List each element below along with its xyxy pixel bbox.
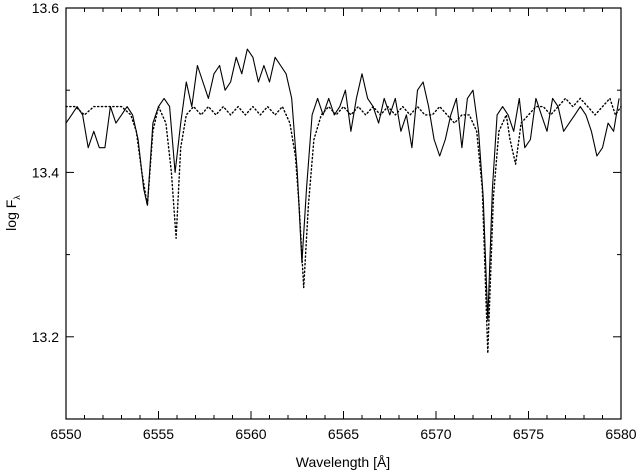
y-axis-title: log Fλ <box>3 195 22 231</box>
y-axis-title-main: log F <box>3 200 19 231</box>
x-tick-label: 6565 <box>328 426 359 442</box>
series-line-dotted <box>65 97 622 354</box>
series-layer <box>65 48 622 354</box>
y-tick-label: 13.6 <box>32 0 59 16</box>
x-tick-label: 6575 <box>513 426 544 442</box>
x-tick-label: 6555 <box>143 426 174 442</box>
x-tick-label: 6580 <box>605 426 636 442</box>
x-axis-title: Wavelength [Å] <box>296 454 390 470</box>
x-axis-ticks: 6550 6555 6560 6565 6570 6575 6580 <box>50 8 637 442</box>
x-tick-label: 6570 <box>420 426 451 442</box>
y-tick-label: 13.4 <box>32 164 59 180</box>
y-axis-ticks: 13.2 13.4 13.6 <box>32 0 621 420</box>
x-tick-label: 6550 <box>50 426 81 442</box>
svg-text:log Fλ: log Fλ <box>3 195 22 231</box>
y-tick-label: 13.2 <box>32 329 59 345</box>
x-tick-label: 6560 <box>235 426 266 442</box>
plot-frame <box>65 7 622 420</box>
y-axis-title-subscript: λ <box>12 195 22 200</box>
